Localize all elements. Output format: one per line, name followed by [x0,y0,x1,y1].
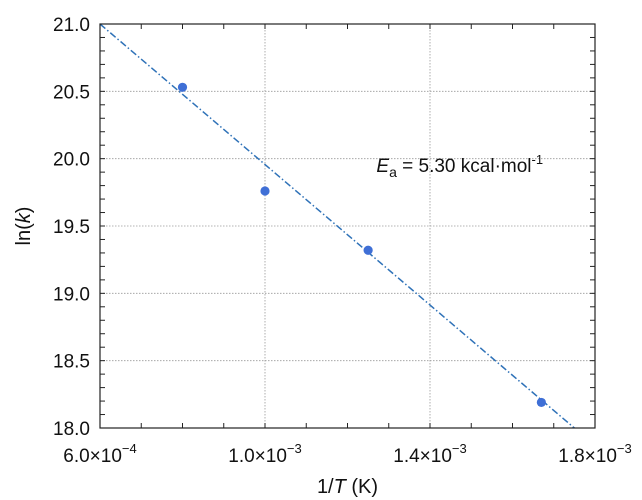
grid [100,24,595,428]
x-tick-label: 6.0×10−4 [63,441,136,467]
annotation-exponent: -1 [532,152,544,167]
fit-line [99,23,575,429]
y-tick-label: 20.0 [53,150,90,171]
data-point [177,82,188,92]
annotation-value: = 5.30 kcal [397,156,495,177]
data-points [177,82,546,408]
y-tick-label: 19.0 [53,284,90,305]
data-point [536,397,546,408]
x-tick-label: 1.8×10−3 [558,441,631,467]
y-tick-labels: 18.0 18.5 19.0 19.5 20.0 20.5 21.0 [53,15,90,440]
x-tick-label: 1.0×10−3 [228,441,301,467]
y-tick-label: 18.5 [53,352,90,373]
data-point [260,186,270,196]
plot-frame [99,23,596,429]
annotation-dot: · [495,156,501,177]
y-tick-label: 19.5 [53,217,90,238]
x-axis-title: 1/T (K) [317,476,378,498]
y-tick-label: 18.0 [53,419,90,440]
y-tick-label: 20.5 [53,82,90,103]
annotation-symbol: E [376,156,389,177]
annotation-unit: mol [501,156,532,177]
activation-energy-annotation: Ea = 5.30 kcal·mol-1 [376,152,543,180]
y-tick-label: 21.0 [53,15,90,36]
x-tick-labels: 6.0×10−4 1.0×10−3 1.4×10−3 1.8×10−3 [63,441,631,467]
y-axis-title: ln(k) [13,207,35,246]
data-point [363,245,373,255]
x-tick-label: 1.4×10−3 [393,441,466,467]
annotation-subscript: a [389,164,397,180]
